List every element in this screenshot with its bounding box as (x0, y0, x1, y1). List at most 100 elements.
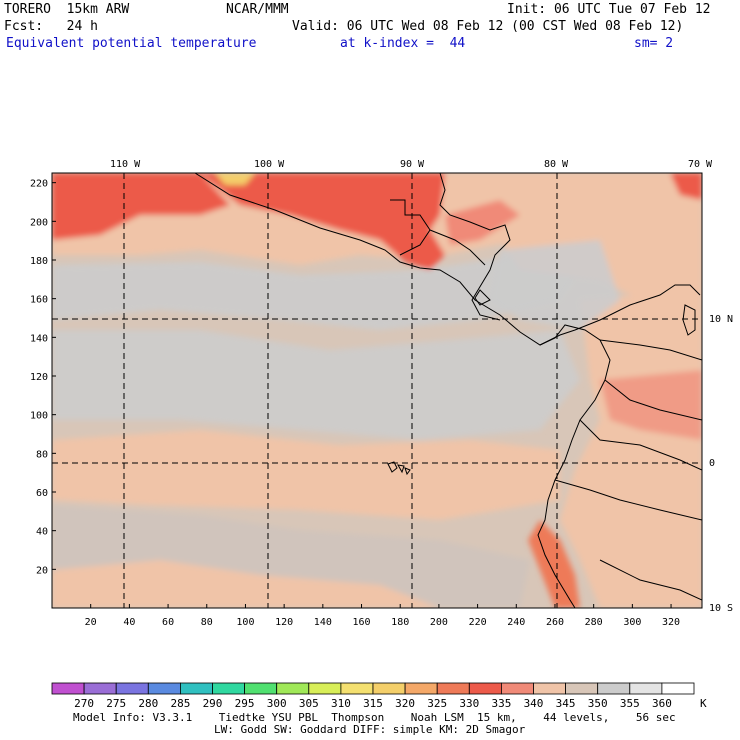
grey-band-north (52, 240, 600, 330)
y-tick-label: 180 (30, 256, 48, 267)
colorbar-swatch (661, 682, 695, 695)
lon-label-90w: 90 W (400, 159, 425, 170)
init-time: Init: 06 UTC Tue 07 Feb 12 (507, 2, 711, 17)
x-tick-label: 60 (162, 617, 174, 628)
x-tick-label: 300 (623, 617, 641, 628)
x-tick-label: 320 (662, 617, 680, 628)
warm-streak-peru (528, 520, 580, 608)
x-tick-label: 160 (352, 617, 370, 628)
colorbar-swatch (308, 682, 342, 695)
colorbar-label: 325 (427, 697, 447, 710)
guatemala-border (390, 199, 431, 256)
galapagos-island-2 (397, 464, 405, 474)
organization: NCAR/MMM (226, 2, 289, 17)
warm-patch-320 (215, 173, 255, 185)
y-tick-label: 120 (30, 372, 48, 383)
model-info-line: Model Info: V3.3.1 Tiedtke YSU PBL Thomp… (73, 711, 676, 724)
colorbar-swatch (244, 682, 278, 695)
colorbar-label: 300 (267, 697, 287, 710)
hot-region-caribbean (670, 173, 702, 200)
physics-info-line: LW: Godd SW: Goddard DIFF: simple KM: 2D… (214, 723, 526, 736)
x-tick-label: 80 (201, 617, 213, 628)
lon-label-110w: 110 W (110, 159, 141, 170)
colorbar-label: 350 (588, 697, 608, 710)
colorbar-label: 310 (331, 697, 351, 710)
colorbar-swatch (436, 682, 470, 695)
lat-label-10s: 10 S (709, 603, 733, 614)
honduras-warm (445, 200, 520, 245)
level-info: at k-index = 44 (340, 36, 466, 51)
land-warm-south-america (560, 290, 702, 608)
y-tick-label: 220 (30, 179, 48, 190)
colorbar-swatch (115, 682, 149, 695)
x-tick-label: 20 (85, 617, 97, 628)
colorbar-swatch (404, 682, 438, 695)
peach-band-south (52, 430, 560, 520)
caribbean-coastline (439, 173, 511, 321)
colorbar: 270 275 280 285 290 295 300 305 310 315 320 325 330 3… (51, 682, 707, 710)
colorbar-label: 285 (170, 697, 190, 710)
x-tick-label: 40 (123, 617, 135, 628)
pacific-coastline (194, 173, 611, 608)
colorbar-swatch (179, 682, 213, 695)
y-tick-label: 100 (30, 411, 48, 422)
lake-nicaragua (474, 289, 491, 306)
lat-label-10n: 10 N (709, 314, 733, 325)
colorbar-label: 330 (459, 697, 479, 710)
galapagos-island-3 (404, 467, 411, 476)
colorbar-label: 280 (138, 697, 158, 710)
colorbar-swatch (597, 682, 631, 695)
field-name: Equivalent potential temperature (6, 36, 257, 51)
colorbar-label: 360 (652, 697, 672, 710)
colorbar-swatch (147, 682, 181, 695)
colorbar-swatch (500, 682, 534, 695)
valid-time: Valid: 06 UTC Wed 08 Feb 12 (00 CST Wed … (292, 19, 684, 34)
colorbar-swatch (533, 682, 566, 695)
y-axis-ticks: 20 40 60 80 100 120 140 160 180 200 220 (30, 179, 56, 576)
graticule (52, 173, 702, 608)
x-tick-label: 100 (236, 617, 254, 628)
y-tick-label: 200 (30, 217, 48, 228)
lon-label-70w: 70 W (688, 159, 713, 170)
colorbar-swatch (212, 682, 245, 695)
colorbar-label: 295 (235, 697, 255, 710)
y-tick-label: 160 (30, 295, 48, 306)
x-tick-label: 260 (546, 617, 564, 628)
honduras-border (429, 229, 486, 266)
y-tick-label: 20 (36, 565, 48, 576)
latitude-labels: 10 N 0 10 S (709, 314, 733, 614)
lake-maracaibo (682, 304, 696, 336)
colorbar-swatch (83, 682, 117, 695)
colorbar-label: 315 (363, 697, 383, 710)
colorbar-swatch (51, 682, 85, 695)
colorbar-swatch (565, 682, 599, 695)
smoothing-info: sm= 2 (634, 36, 674, 51)
colorbar-swatch (372, 682, 406, 695)
colorbar-label: 355 (620, 697, 640, 710)
coastlines (194, 173, 702, 608)
colorbar-label: 320 (395, 697, 415, 710)
longitude-labels: 110 W 100 W 90 W 80 W 70 W (110, 159, 713, 170)
lat-label-equator: 0 (709, 458, 715, 469)
x-tick-label: 280 (585, 617, 603, 628)
colorbar-unit: K (700, 697, 707, 710)
x-axis-ticks: 20 40 60 80 100 120 140 160 180 200 220 240 260 280 30… (85, 604, 680, 628)
colorbar-swatch (468, 682, 502, 695)
x-tick-label: 120 (275, 617, 293, 628)
model-name: TORERO 15km ARW (4, 2, 130, 17)
land-warmer-patch (600, 370, 702, 440)
y-tick-label: 140 (30, 333, 48, 344)
lon-label-100w: 100 W (254, 159, 285, 170)
y-tick-label: 40 (36, 527, 48, 538)
x-tick-label: 240 (507, 617, 525, 628)
grey-band-central (52, 330, 580, 440)
colorbar-label: 290 (203, 697, 223, 710)
colorbar-label: 275 (106, 697, 126, 710)
colorbar-label: 335 (491, 697, 511, 710)
north-south-america-coast (539, 284, 701, 346)
colorbar-swatch (276, 682, 310, 695)
forecast-hour: Fcst: 24 h (4, 19, 98, 34)
x-tick-label: 220 (469, 617, 487, 628)
y-tick-label: 60 (36, 488, 48, 499)
